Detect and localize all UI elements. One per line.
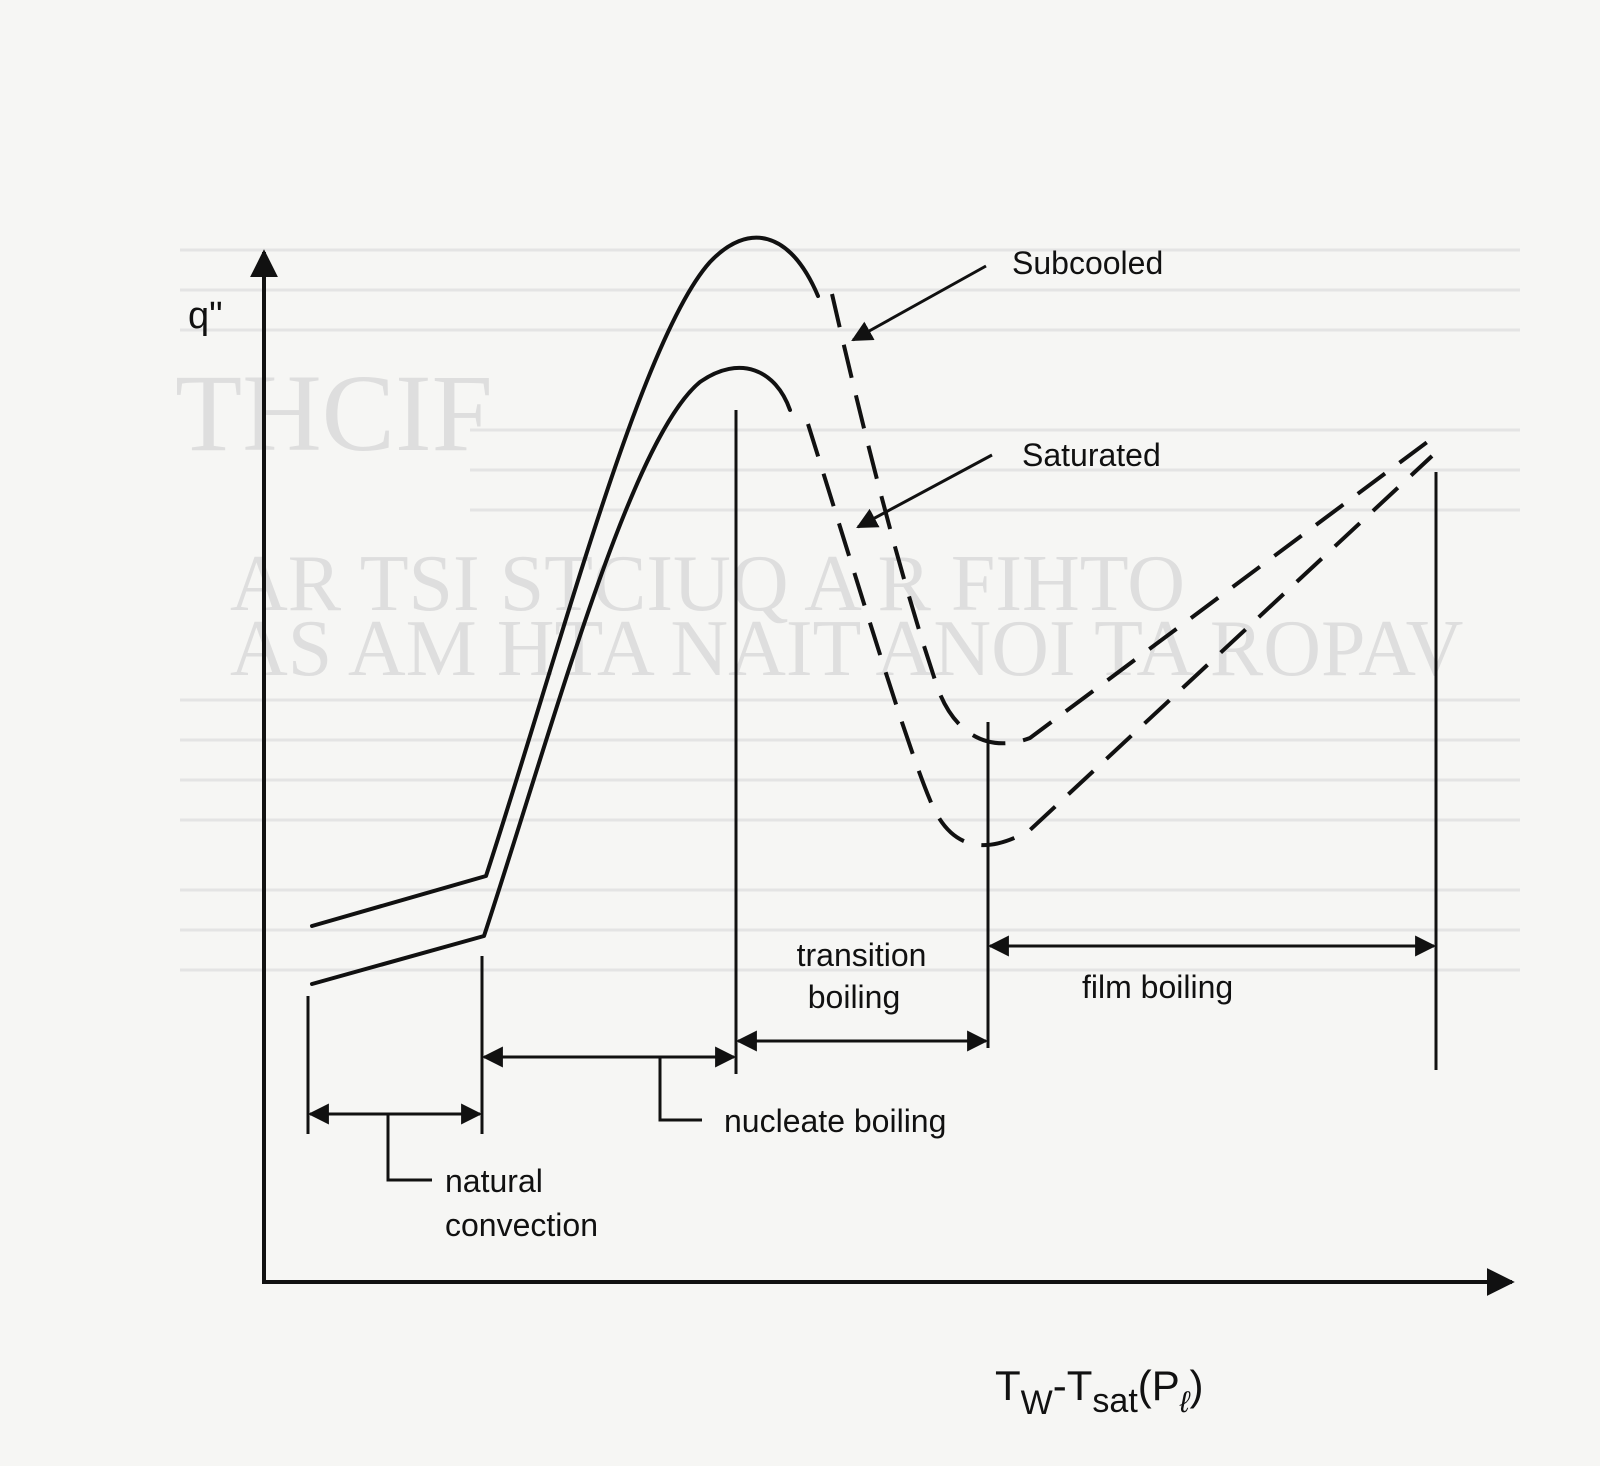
- svg-text:AR TSI STCIUQ A R FIHT: AR TSI STCIUQ A R FIHTO: [230, 540, 1185, 628]
- natural-convection-label: natural convection: [445, 1163, 598, 1243]
- svg-text:THCIF: THCIF: [175, 352, 493, 474]
- nucleate-boiling-span: [481, 1046, 737, 1122]
- saturated-pointer: [856, 453, 993, 529]
- saturated-label: Saturated: [1022, 437, 1161, 473]
- nucleate-boiling-label: nucleate boiling: [724, 1103, 946, 1139]
- axes: [250, 249, 1515, 1296]
- y-axis-label: q": [188, 295, 223, 337]
- subcooled-pointer: [851, 264, 987, 342]
- transition-boiling-label: transition boiling: [797, 937, 936, 1015]
- bleed-through-text: THCIF AR TSI STCIUQ A R FIHTO AS AM HTA …: [175, 248, 1520, 972]
- svg-text:AS AM HTA NAIT ANOI TA: AS AM HTA NAIT ANOI TA ROPAV: [230, 605, 1463, 693]
- film-boiling-label: film boiling: [1082, 969, 1233, 1005]
- natural-convection-span: [307, 1103, 483, 1182]
- subcooled-label: Subcooled: [1012, 245, 1163, 281]
- x-axis-label: TW-Tsat(Pℓ): [995, 1362, 1203, 1422]
